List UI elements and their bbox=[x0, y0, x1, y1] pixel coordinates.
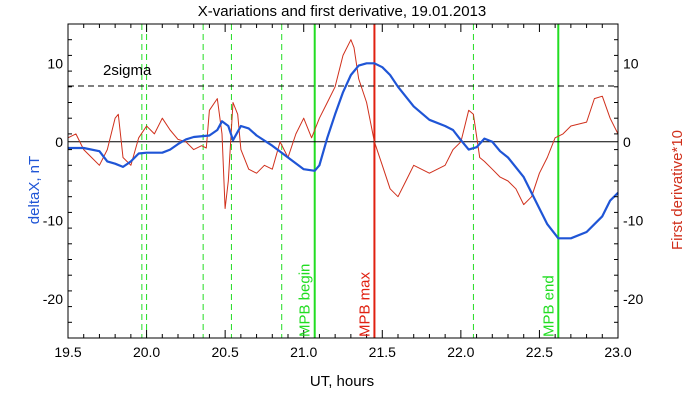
y-tick-label-right: 0 bbox=[623, 134, 631, 150]
labels-layer: MPB begin MPB max MPB end 19.5 20.0 20.5 21.0 2… bbox=[43, 55, 644, 360]
event-marker-label: MPB max bbox=[356, 271, 373, 337]
y-axis-right-title: First derivative*10 bbox=[669, 130, 686, 250]
y-tick-label-right: -10 bbox=[623, 212, 643, 228]
y-tick-label-right: -20 bbox=[623, 291, 643, 307]
event-marker-label: MPB end bbox=[540, 275, 557, 337]
y-tick-label-left: 10 bbox=[47, 55, 63, 71]
y-axis-left-title: deltaX, nT bbox=[26, 156, 43, 224]
deltax-line bbox=[68, 62, 619, 240]
ticks-layer bbox=[67, 23, 619, 339]
x-tick-label: 20.0 bbox=[133, 344, 160, 360]
y-tick-label-left: -10 bbox=[43, 212, 63, 228]
event-marker-label: MPB begin bbox=[297, 264, 314, 337]
x-tick-label: 21.0 bbox=[290, 344, 317, 360]
y-tick-label-left: -20 bbox=[43, 291, 63, 307]
x-tick-label: 23.0 bbox=[604, 344, 631, 360]
lines-layer bbox=[68, 85, 618, 143]
x-tick-label: 22.5 bbox=[526, 344, 553, 360]
y-tick-label-left: 0 bbox=[55, 134, 63, 150]
chart-title: X-variations and first derivative, 19.01… bbox=[198, 3, 487, 20]
x-tick-label: 22.0 bbox=[447, 344, 474, 360]
derivative-line bbox=[67, 39, 619, 209]
x-tick-label: 21.5 bbox=[369, 344, 396, 360]
x-axis-title: UT, hours bbox=[310, 373, 374, 390]
markers-layer bbox=[141, 24, 560, 338]
series-layer bbox=[67, 39, 619, 240]
x-tick-label: 20.5 bbox=[212, 344, 239, 360]
x-tick-label: 19.5 bbox=[54, 344, 81, 360]
threshold-label: 2sigma bbox=[103, 62, 152, 79]
y-tick-label-right: 10 bbox=[623, 55, 639, 71]
